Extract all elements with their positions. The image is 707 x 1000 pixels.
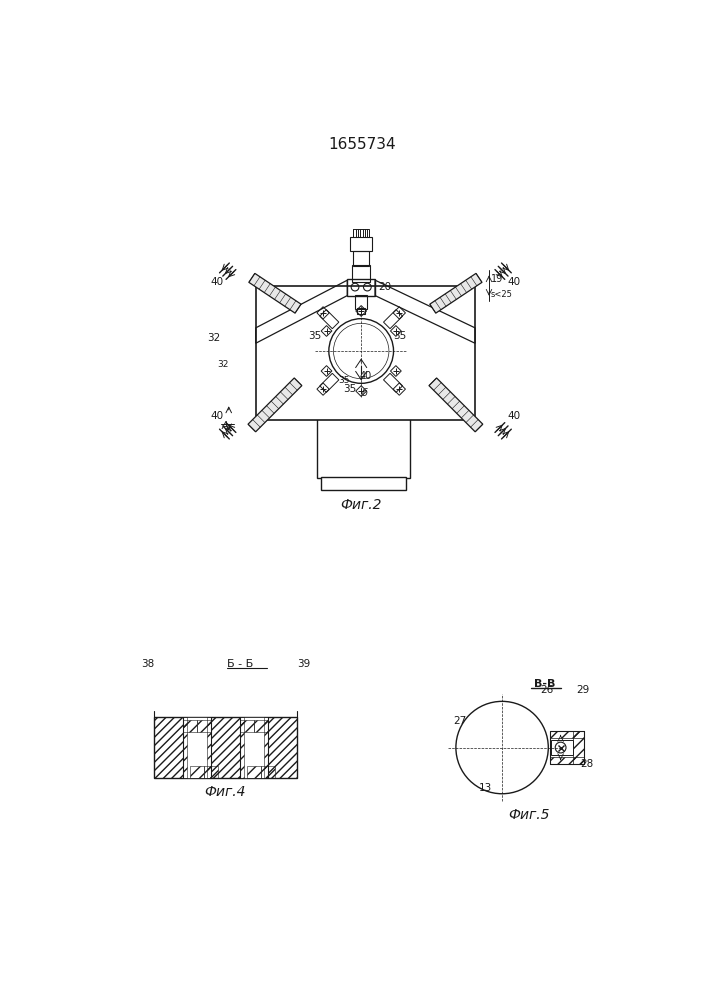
Polygon shape [429,378,483,432]
Bar [321,477,406,490]
Text: 40: 40 [507,411,520,421]
Polygon shape [248,378,302,432]
Bar [352,265,370,282]
Text: Фиг.4: Фиг.4 [204,785,245,799]
Bar [264,717,268,778]
Text: В-В: В-В [534,679,555,689]
Text: 40: 40 [211,277,223,287]
Bar [354,229,369,237]
Bar [247,766,261,778]
Text: 35: 35 [308,331,322,341]
Bar [240,717,244,778]
Bar [182,717,187,778]
Bar [317,370,409,478]
Bar [355,337,368,351]
Bar [573,731,585,764]
Text: 35: 35 [339,376,350,385]
Bar [240,720,254,732]
Text: 32: 32 [218,360,229,369]
Bar [550,731,585,738]
Bar [197,720,211,732]
Bar [154,717,296,778]
Bar [347,279,375,296]
Text: 28: 28 [580,759,593,769]
Polygon shape [249,273,301,313]
Bar [356,351,366,370]
Text: 19: 19 [491,274,503,284]
Text: 13: 13 [479,783,492,793]
Text: 26: 26 [540,685,554,695]
Text: Фиг.5: Фиг.5 [508,808,550,822]
Bar [357,308,365,314]
Text: s<25: s<25 [491,290,513,299]
Bar [551,740,573,755]
Bar [550,757,585,764]
Text: 38: 38 [141,659,155,669]
Text: 35: 35 [343,384,356,394]
Bar [256,286,475,420]
Bar [268,717,296,778]
Text: Б - Б: Б - Б [227,659,253,669]
Text: 32: 32 [206,333,220,343]
Bar [182,720,197,732]
Text: 20: 20 [378,282,391,292]
Bar [204,766,218,778]
Bar [354,251,369,266]
Text: 29: 29 [576,685,590,695]
Text: б: б [362,388,368,398]
Bar [550,731,585,764]
Bar [351,237,372,251]
Bar [211,717,240,778]
Bar [206,717,211,778]
Bar [240,717,268,778]
Text: 40: 40 [360,371,372,381]
Bar [261,766,275,778]
Bar [182,717,211,778]
Text: 39: 39 [297,659,310,669]
Text: A: A [221,421,228,431]
Circle shape [555,742,566,753]
Text: Фиг.2: Фиг.2 [341,498,382,512]
Bar [154,717,182,778]
Bar [189,766,204,778]
Bar [355,295,368,309]
Bar [254,720,268,732]
Text: 1655734: 1655734 [328,137,396,152]
Text: 27: 27 [453,716,467,726]
Polygon shape [430,273,482,313]
Text: 40: 40 [507,277,520,287]
Text: 35: 35 [393,331,407,341]
Text: 40: 40 [211,411,223,421]
